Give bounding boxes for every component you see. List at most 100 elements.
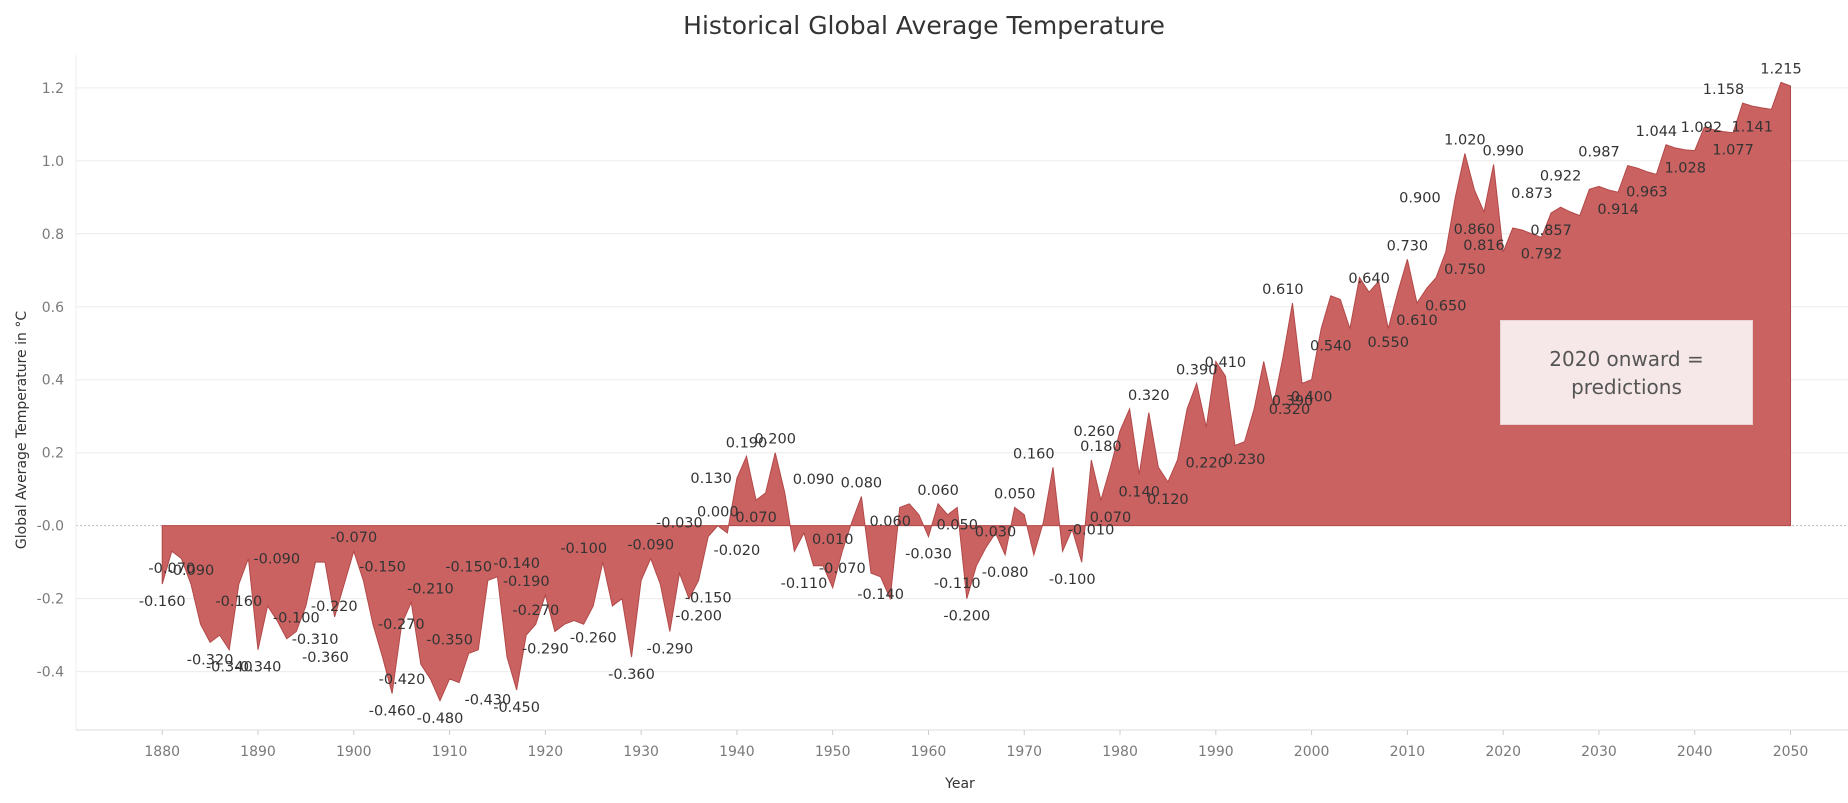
data-label: 0.220 [1185,455,1227,471]
data-label: -0.260 [570,631,617,647]
data-label: 0.200 [754,432,796,448]
data-label: -0.110 [934,576,981,592]
chart-title: Historical Global Average Temperature [683,11,1165,40]
data-label: -0.210 [407,581,454,597]
x-tick-label: 2010 [1390,744,1426,760]
axis-ticks: -0.4 -0.2 -0.0 0.2 0.4 0.6 0.8 1.0 1.2 1880 1890 19… [37,81,1809,760]
data-label: 0.550 [1367,335,1409,351]
data-label: -0.100 [273,611,320,627]
data-label: -0.110 [781,576,828,592]
data-label: 0.080 [841,476,883,492]
data-label: 0.120 [1147,492,1189,508]
data-label: -0.430 [465,693,512,709]
x-tick-label: 1940 [719,744,755,760]
data-label: 0.816 [1463,238,1505,254]
data-label: 0.540 [1310,339,1352,355]
data-label: 1.077 [1712,143,1754,159]
x-tick-label: 2020 [1485,744,1521,760]
data-label: -0.070 [819,561,866,577]
data-label: 0.260 [1073,424,1115,440]
data-label: -0.150 [685,590,732,606]
data-label: -0.090 [253,552,300,568]
data-label: 0.090 [793,472,835,488]
data-label: -0.140 [493,556,540,572]
data-label: 0.320 [1269,402,1311,418]
data-label: 1.141 [1731,119,1773,135]
data-label: -0.070 [330,530,377,546]
data-label: 0.640 [1348,271,1390,287]
data-label: 1.158 [1703,82,1745,98]
data-label: -0.420 [379,672,426,688]
data-label: 0.400 [1291,390,1333,406]
data-label: 0.914 [1597,202,1639,218]
y-tick-label: 0.4 [42,373,64,389]
data-label: 0.730 [1387,238,1429,254]
x-tick-label: 2040 [1677,744,1713,760]
y-tick-label: 0.8 [42,227,64,243]
data-label: 0.410 [1205,355,1247,371]
data-label: -0.290 [522,642,569,658]
data-label: 0.990 [1482,144,1524,160]
data-label: -0.150 [359,559,406,575]
data-label: 0.320 [1128,388,1170,404]
data-label: -0.100 [560,541,607,557]
data-label: 0.860 [1454,222,1496,238]
data-label: 0.610 [1396,313,1438,329]
data-label: -0.030 [905,547,952,563]
data-label: -0.090 [168,563,215,579]
x-tick-label: 1990 [1198,744,1234,760]
data-label: 0.180 [1080,439,1122,455]
predictions-note-text: 2020 onward = predictions [1549,346,1704,399]
data-label: -0.460 [369,704,416,720]
data-label: 0.050 [936,517,978,533]
y-tick-label: 1.2 [42,81,64,97]
data-label: 0.963 [1626,184,1668,200]
data-label: -0.200 [943,609,990,625]
data-label: -0.150 [445,559,492,575]
data-label: -0.450 [493,700,540,716]
area-series [161,81,1792,703]
data-label: -0.080 [982,565,1029,581]
data-label: 0.010 [812,532,854,548]
data-label: -0.160 [139,594,186,610]
x-tick-label: 1910 [432,744,468,760]
data-label: -0.010 [1068,522,1115,538]
data-label: 0.390 [1272,393,1314,409]
y-tick-label: -0.0 [37,519,64,535]
x-tick-label: 1880 [144,744,180,760]
data-label: 0.070 [735,510,777,526]
data-label: -0.070 [148,561,195,577]
data-label: 0.230 [1224,452,1266,468]
data-label: 0.650 [1425,299,1467,315]
data-label: -0.140 [857,587,904,603]
data-label: -0.270 [512,603,559,619]
data-label: -0.320 [187,652,234,668]
data-label: 0.922 [1540,168,1582,184]
data-label: 1.215 [1760,61,1802,77]
temperature-area [161,81,1792,703]
data-label: 0.390 [1176,362,1218,378]
data-label: 0.190 [726,435,768,451]
data-label: 1.028 [1664,161,1706,177]
x-axis-title: Year [944,776,975,792]
data-label: 0.030 [975,525,1017,541]
data-label: 0.070 [1090,510,1132,526]
x-tick-label: 1960 [911,744,947,760]
data-label: -0.160 [215,594,262,610]
x-tick-label: 1950 [815,744,851,760]
x-tick-label: 2050 [1773,744,1809,760]
data-label: 0.857 [1530,223,1572,239]
data-label: -0.100 [1049,572,1096,588]
x-tick-label: 2030 [1581,744,1617,760]
data-label: -0.270 [378,617,425,633]
data-label: -0.220 [311,599,358,615]
y-tick-label: 1.0 [42,154,64,170]
data-label: -0.030 [656,516,703,532]
y-tick-label: 0.6 [42,300,64,316]
data-label: -0.340 [206,660,253,676]
y-axis-title: Global Average Temperature in °C [14,311,30,549]
data-label: 0.140 [1118,485,1160,501]
x-tick-label: 1970 [1006,744,1042,760]
